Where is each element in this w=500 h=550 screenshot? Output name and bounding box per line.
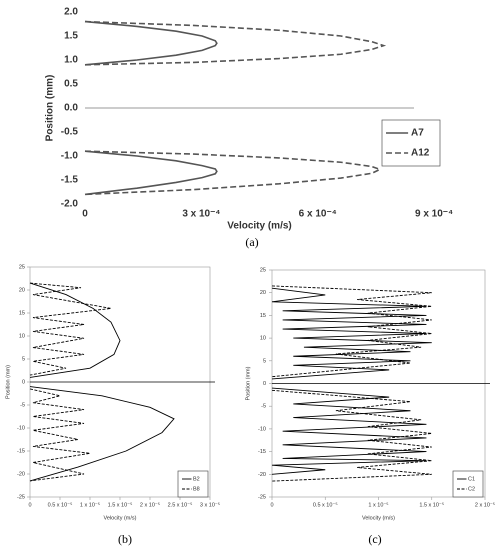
- y-tick-label: 10: [260, 336, 266, 342]
- x-tick-label: 2 x 10⁻⁵: [140, 501, 160, 508]
- y-tick-label: -25: [258, 494, 266, 500]
- y-tick-label: -10: [17, 425, 25, 431]
- y-tick-label: -0.5: [61, 127, 79, 138]
- y-tick-label: 1.0: [64, 55, 78, 66]
- y-tick-label: 2.0: [64, 7, 78, 18]
- y-tick-label: -5: [261, 404, 266, 410]
- y-tick-label: -1.0: [61, 151, 79, 162]
- legend-label: C1: [468, 476, 475, 482]
- caption: (c): [368, 532, 381, 546]
- x-tick-label: 0: [270, 502, 273, 508]
- x-tick-label: 1.5 x 10⁻⁵: [419, 501, 444, 508]
- y-tick-label: 20: [260, 290, 266, 296]
- x-tick-label: 9 x 10⁻⁴: [415, 209, 453, 220]
- legend-label: B2: [193, 476, 200, 482]
- y-tick-label: 0: [263, 381, 266, 387]
- y-tick-label: -1.5: [61, 175, 79, 186]
- y-tick-label: 5: [263, 358, 266, 364]
- legend-label: A7: [411, 128, 424, 139]
- y-tick-label: 0: [22, 379, 25, 385]
- x-axis-title: Velocity (m/s): [103, 515, 136, 521]
- y-tick-label: -2.0: [61, 199, 79, 210]
- y-tick-label: -20: [258, 472, 266, 478]
- x-tick-label: 1 x 10⁻⁵: [80, 501, 100, 508]
- x-tick-label: 3 x 10⁻⁵: [200, 501, 220, 508]
- y-tick-label: 10: [19, 333, 25, 339]
- y-tick-label: -20: [17, 471, 25, 477]
- x-tick-label: 1.5 x 10⁻⁵: [108, 501, 133, 508]
- series-line: [29, 282, 175, 482]
- y-axis-title: Position (mm): [245, 366, 251, 400]
- legend-box: [452, 470, 484, 498]
- y-tick-label: 25: [260, 267, 266, 273]
- y-tick-label: 15: [19, 310, 25, 316]
- series-line: [84, 20, 387, 196]
- caption: (a): [245, 235, 258, 249]
- legend-box: [381, 119, 441, 167]
- x-axis-title: Velocity (m/s): [227, 221, 291, 232]
- legend-box: [177, 470, 209, 498]
- y-tick-label: -10: [258, 426, 266, 432]
- y-tick-label: -5: [20, 402, 25, 408]
- y-axis-title: Position (mm): [45, 75, 56, 142]
- x-tick-label: 6 x 10⁻⁴: [299, 209, 337, 220]
- series-line: [29, 282, 112, 482]
- x-tick-label: 3 x 10⁻⁴: [182, 209, 220, 220]
- x-tick-label: 2.5 x 10⁻⁵: [168, 501, 193, 508]
- series-line: [271, 285, 432, 482]
- x-tick-label: 2 x 10⁻⁵: [475, 501, 495, 508]
- y-tick-label: -15: [17, 448, 25, 454]
- caption: (b): [118, 532, 132, 546]
- legend-label: B8: [193, 486, 200, 492]
- y-tick-label: -15: [258, 449, 266, 455]
- y-tick-label: 20: [19, 287, 25, 293]
- x-tick-label: 0.5 x 10⁻⁵: [313, 501, 338, 508]
- x-tick-label: 0.5 x 10⁻⁵: [48, 501, 73, 508]
- y-tick-label: 1.5: [64, 31, 78, 42]
- series-line: [271, 287, 432, 475]
- legend-label: C2: [468, 486, 475, 492]
- y-tick-label: 25: [19, 264, 25, 270]
- y-tick-label: -25: [17, 494, 25, 500]
- x-axis-title: Velocity (m/s): [362, 515, 395, 521]
- y-tick-label: 5: [22, 356, 25, 362]
- y-tick-label: 15: [260, 313, 266, 319]
- y-axis-title: Position (mm): [5, 365, 11, 399]
- x-tick-label: 0: [82, 209, 88, 220]
- x-tick-label: 1 x 10⁻⁵: [368, 501, 388, 508]
- legend-label: A12: [411, 148, 430, 159]
- series-line: [84, 20, 218, 196]
- y-tick-label: 0.5: [64, 79, 78, 90]
- x-tick-label: 0: [28, 502, 31, 508]
- y-tick-label: 0.0: [64, 103, 78, 114]
